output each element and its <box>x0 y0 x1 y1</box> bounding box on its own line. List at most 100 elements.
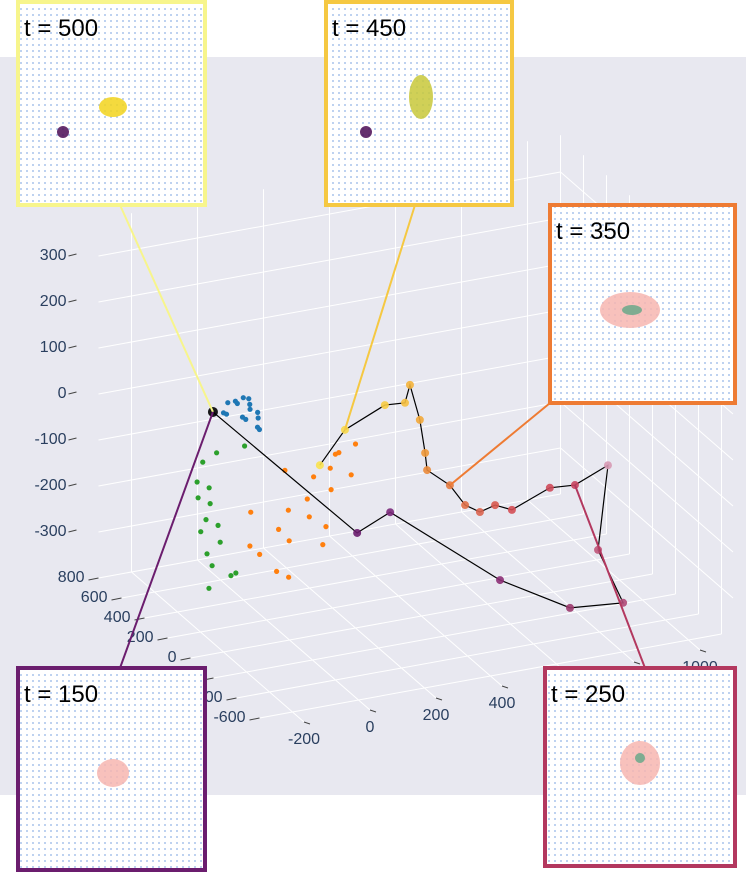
inset: t = 450 <box>324 0 514 207</box>
grid-line <box>329 535 503 687</box>
y-tick <box>88 577 99 581</box>
scatter-point <box>228 573 234 579</box>
z-tick <box>68 299 77 303</box>
scatter-point <box>206 585 212 591</box>
connector <box>119 204 214 413</box>
scatter-point <box>215 522 221 529</box>
inset-blob <box>99 97 127 117</box>
grid-line <box>98 355 561 441</box>
scatter-point <box>255 409 261 415</box>
grid-line <box>560 401 734 553</box>
inset-frame <box>324 0 514 207</box>
scatter-point <box>204 551 210 557</box>
trajectory-point <box>380 401 389 410</box>
trajectory-point <box>415 415 424 424</box>
z-tick <box>68 437 77 441</box>
scatter-point <box>194 479 200 485</box>
grid-line <box>259 633 722 719</box>
scatter-point <box>209 563 215 569</box>
z-tick-label: -200 <box>34 477 66 494</box>
inset: t = 350 <box>548 203 737 405</box>
trajectory-point <box>353 528 362 537</box>
y-tick <box>226 697 237 701</box>
grid-line <box>98 401 561 487</box>
y-tick-label: 400 <box>104 609 131 626</box>
z-tick <box>68 529 77 533</box>
grid-line <box>560 447 734 599</box>
grid-line <box>263 547 437 699</box>
inset-blob <box>97 759 129 787</box>
z-tick-label: 100 <box>40 339 67 356</box>
scatter-point <box>203 517 209 523</box>
scatter-point <box>254 424 261 430</box>
z-tick-label: -300 <box>34 523 66 540</box>
grid-line <box>190 573 653 659</box>
scatter-point <box>247 401 253 407</box>
scatter-point <box>332 451 338 457</box>
y-tick <box>249 717 260 721</box>
grid-line <box>527 499 701 651</box>
inset-label: t = 250 <box>551 681 625 708</box>
trajectory-point <box>421 448 430 457</box>
grid-line <box>121 513 584 599</box>
grid-line <box>98 263 561 349</box>
scatter-point <box>242 443 248 449</box>
trajectory-point <box>507 505 516 514</box>
scatter-point <box>223 411 230 417</box>
grid-line <box>98 493 561 579</box>
scatter-point <box>328 487 334 493</box>
z-tick <box>68 391 77 395</box>
z-tick-label: 200 <box>40 293 67 310</box>
scatter-point <box>304 496 310 502</box>
trajectory-point <box>405 380 414 389</box>
scatter-point <box>257 551 263 558</box>
scatter-point <box>214 450 220 456</box>
inset-label: t = 150 <box>24 681 98 708</box>
scatter-point <box>198 529 204 535</box>
scatter-point <box>233 570 239 576</box>
scatter-point <box>248 509 254 515</box>
scatter-point <box>274 568 280 575</box>
scatter-point <box>239 414 246 420</box>
x-tick <box>699 649 707 653</box>
grid-line <box>213 593 676 679</box>
inset-blob <box>409 75 433 119</box>
scatter-point <box>286 538 292 544</box>
z-tick-label: 300 <box>40 247 67 264</box>
grid-line <box>167 553 630 639</box>
scatter-point <box>311 474 317 480</box>
scatter-point <box>206 485 212 491</box>
grid-line <box>461 511 635 663</box>
y-tick <box>134 617 145 621</box>
scatter-point <box>225 400 231 406</box>
trajectory-point <box>475 508 484 516</box>
inset: t = 500 <box>16 0 207 207</box>
scatter-point <box>195 495 201 501</box>
y-tick-label: -600 <box>213 709 245 726</box>
x-tick <box>633 661 641 665</box>
scatter-point <box>200 459 206 465</box>
scatter-point <box>255 415 261 421</box>
scatter-point <box>286 574 292 580</box>
scatter-point <box>306 514 312 520</box>
z-tick <box>68 253 77 257</box>
x-tick-label: 400 <box>489 695 516 712</box>
connector <box>574 484 646 669</box>
trajectory-point <box>496 576 505 585</box>
x-tick-label: 200 <box>423 707 450 724</box>
connector <box>119 411 214 669</box>
grid-line <box>236 613 699 699</box>
grid-line <box>98 217 561 303</box>
scatter-point <box>320 542 326 548</box>
inset-blob <box>635 753 645 763</box>
inset: t = 250 <box>543 666 737 868</box>
grid-line <box>131 571 305 723</box>
trajectory-point <box>566 603 574 612</box>
y-tick-label: 0 <box>168 649 177 666</box>
inset-blob <box>57 126 69 138</box>
inset-label: t = 450 <box>332 15 406 42</box>
scatter-point <box>247 406 253 412</box>
scatter-point <box>207 501 213 507</box>
x-tick <box>303 721 311 725</box>
